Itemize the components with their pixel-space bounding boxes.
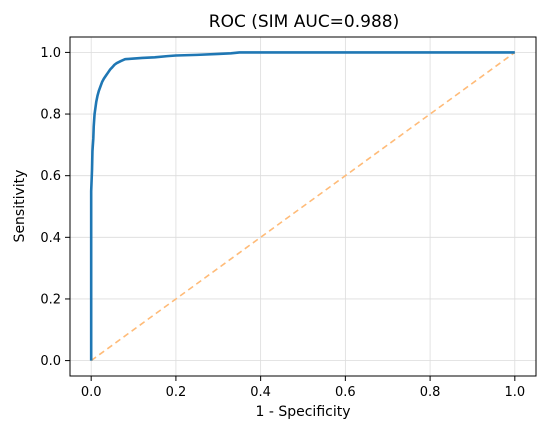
y-tick-label: 0.8 — [40, 108, 61, 123]
x-axis-label: 1 - Specificity — [255, 404, 350, 420]
grid — [70, 37, 536, 376]
x-tick-label: 0.2 — [166, 385, 187, 400]
roc-curve-line — [89, 51, 515, 361]
y-tick-label: 1.0 — [40, 46, 61, 61]
plot-frame — [69, 36, 537, 377]
series-layer — [89, 51, 516, 362]
x-tick-label: 0.8 — [420, 385, 441, 400]
y-axis-ticks: 0.0 0.2 0.4 0.6 0.8 1.0 — [40, 46, 70, 369]
y-tick-label: 0.4 — [40, 231, 61, 246]
chance-diagonal-line — [90, 51, 516, 362]
x-tick-label: 1.0 — [504, 385, 525, 400]
chart-title: ROC (SIM AUC=0.988) — [209, 12, 399, 32]
y-axis-label: Sensitivity — [12, 170, 28, 243]
x-tick-label: 0.0 — [81, 385, 102, 400]
y-tick-label: 0.0 — [40, 354, 61, 369]
x-axis-ticks: 0.0 0.2 0.4 0.6 0.8 1.0 — [81, 376, 525, 400]
y-tick-label: 0.2 — [40, 292, 61, 307]
x-tick-label: 0.4 — [250, 385, 271, 400]
y-tick-label: 0.6 — [40, 169, 61, 184]
x-tick-label: 0.6 — [335, 385, 356, 400]
